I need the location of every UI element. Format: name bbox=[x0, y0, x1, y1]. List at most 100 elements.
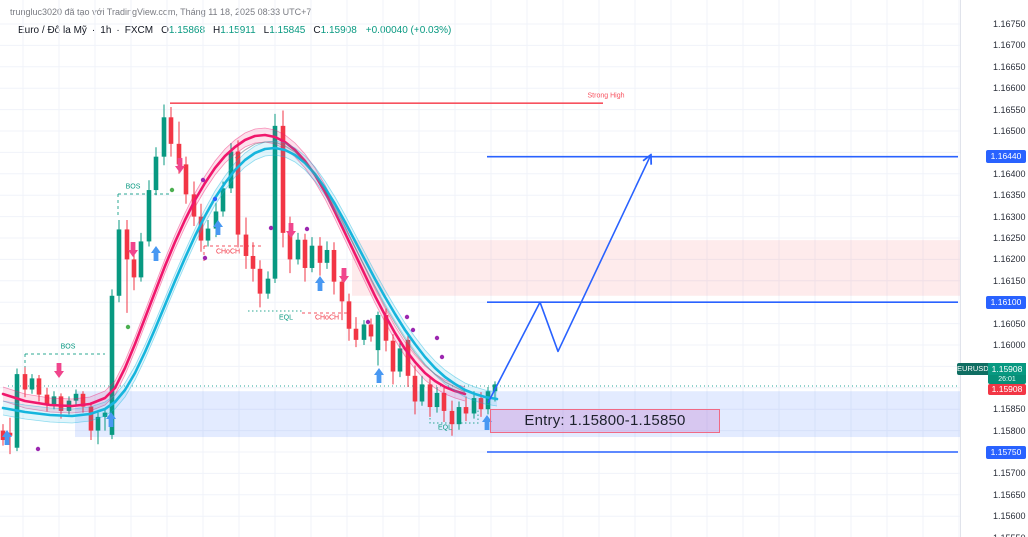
price-tick-label: 1.16150 bbox=[993, 275, 1026, 286]
entry-annotation-text: Entry: 1.15800-1.15850 bbox=[524, 412, 686, 430]
purple-signal-dot bbox=[439, 354, 445, 360]
candle-body bbox=[183, 164, 189, 195]
symbol-legend: Euro / Đô la Mỹ · 1h · FXCM O1.15868 H1.… bbox=[18, 25, 451, 36]
price-tick-label: 1.15550 bbox=[993, 533, 1026, 537]
projection-zigzag[interactable] bbox=[487, 157, 650, 404]
symbol-title[interactable]: Euro / Đô la Mỹ bbox=[18, 25, 87, 36]
candle-body bbox=[257, 268, 263, 294]
buy-arrow-icon bbox=[374, 368, 384, 383]
entry-annotation-box[interactable]: Entry: 1.15800-1.15850 bbox=[490, 409, 720, 433]
candle-body bbox=[449, 410, 455, 425]
candle-body bbox=[131, 259, 137, 278]
purple-signal-dot bbox=[268, 225, 274, 231]
buy-arrow-icon bbox=[213, 220, 223, 235]
price-tick-label: 1.15850 bbox=[993, 404, 1026, 415]
sell-arrow-icon bbox=[339, 268, 349, 283]
candle-body bbox=[456, 407, 462, 425]
last-price-badge: 1.15908 bbox=[988, 363, 1026, 375]
purple-signal-dot bbox=[304, 226, 310, 232]
candle-body bbox=[22, 374, 28, 390]
price-tick-label: 1.15600 bbox=[993, 511, 1026, 522]
price-tick-label: 1.16750 bbox=[993, 19, 1026, 29]
level-price-badge: 1.15750 bbox=[986, 445, 1026, 459]
buy-arrow-icon bbox=[2, 430, 12, 445]
purple-signal-dot bbox=[35, 446, 41, 452]
legend-separator: · bbox=[91, 25, 96, 36]
candle-body bbox=[427, 384, 433, 408]
candle-body bbox=[361, 324, 367, 340]
level-price-badge: 1.16100 bbox=[986, 295, 1026, 309]
candle-body bbox=[228, 151, 234, 189]
sell-arrow-icon bbox=[54, 363, 64, 378]
candle-body bbox=[383, 315, 389, 341]
candles bbox=[0, 104, 498, 455]
candle-body bbox=[235, 151, 241, 235]
symbol-price-badge-label: EURUSD bbox=[957, 363, 989, 375]
price-tick-label: 1.16200 bbox=[993, 254, 1026, 265]
candle-body bbox=[265, 278, 271, 294]
candle-body bbox=[146, 190, 152, 242]
grid bbox=[0, 0, 960, 537]
candle-body bbox=[36, 378, 42, 395]
buy-arrow-icon bbox=[315, 276, 325, 291]
candle-body bbox=[44, 394, 50, 405]
buy-arrow-icon bbox=[106, 412, 116, 427]
price-tick-label: 1.16400 bbox=[993, 168, 1026, 179]
green-signal-dot bbox=[169, 187, 175, 193]
buy-arrow-icon bbox=[151, 246, 161, 261]
ohlc-low: L1.15845 bbox=[263, 25, 306, 36]
candle-body bbox=[95, 416, 101, 431]
candle-body bbox=[213, 211, 219, 229]
candle-body bbox=[405, 339, 411, 376]
structure-label-bos: BOS bbox=[125, 183, 141, 191]
purple-signal-dot bbox=[202, 255, 208, 261]
buy-arrow-icon bbox=[482, 415, 492, 430]
candle-body bbox=[471, 398, 477, 414]
price-tick-label: 1.15800 bbox=[993, 425, 1026, 436]
level-price-badge: 1.16440 bbox=[986, 150, 1026, 164]
candle-body bbox=[353, 328, 359, 340]
candle-body bbox=[324, 249, 330, 263]
ohlc-close: C1.15908 bbox=[313, 25, 357, 36]
candle-body bbox=[419, 384, 425, 402]
purple-signal-dot bbox=[410, 327, 416, 333]
candle-body bbox=[272, 125, 278, 279]
blue-signal-dot bbox=[212, 196, 218, 202]
price-tick-label: 1.16300 bbox=[993, 211, 1026, 222]
zone-demand[interactable] bbox=[75, 391, 960, 438]
candle-body bbox=[478, 398, 484, 410]
structure-label-eql: EQL bbox=[278, 314, 294, 322]
timeframe-label: 1h bbox=[100, 25, 112, 36]
price-tick-label: 1.16550 bbox=[993, 104, 1026, 115]
candle-body bbox=[368, 324, 374, 337]
candle-body bbox=[168, 117, 174, 144]
candle-body bbox=[339, 281, 345, 302]
price-axis[interactable]: 1.16750 1.16700 1.16650 1.16600 1.16550 1.165… bbox=[960, 0, 1028, 537]
sell-arrow-icon bbox=[175, 158, 185, 173]
candle-body bbox=[302, 239, 308, 268]
candle-body bbox=[412, 375, 418, 402]
candle-body bbox=[51, 396, 57, 405]
candle-body bbox=[250, 255, 256, 269]
candle-body bbox=[434, 392, 440, 408]
change-label: +0.00040 (+0.03%) bbox=[365, 25, 452, 36]
candle-body bbox=[109, 295, 115, 435]
price-tick-label: 1.15650 bbox=[993, 489, 1026, 500]
zone-supply[interactable] bbox=[352, 240, 960, 296]
candle-body bbox=[205, 228, 211, 241]
bid-price-badge: 1.15908 bbox=[988, 384, 1026, 395]
ohlc-open: O1.15868 bbox=[161, 25, 206, 36]
price-tick-label: 1.16000 bbox=[993, 340, 1026, 350]
candle-body bbox=[346, 301, 352, 329]
purple-signal-dot bbox=[200, 177, 206, 183]
candle-body bbox=[463, 407, 469, 414]
structure-label-choch: CHoCH bbox=[215, 248, 241, 256]
candle-body bbox=[58, 396, 64, 411]
candle-body bbox=[220, 188, 226, 212]
candle-body bbox=[295, 239, 301, 260]
ribbon-slow-cyan bbox=[1, 140, 499, 424]
price-tick-label: 1.16700 bbox=[993, 40, 1026, 51]
candle-body bbox=[176, 143, 182, 165]
legend-separator: · bbox=[116, 25, 120, 36]
